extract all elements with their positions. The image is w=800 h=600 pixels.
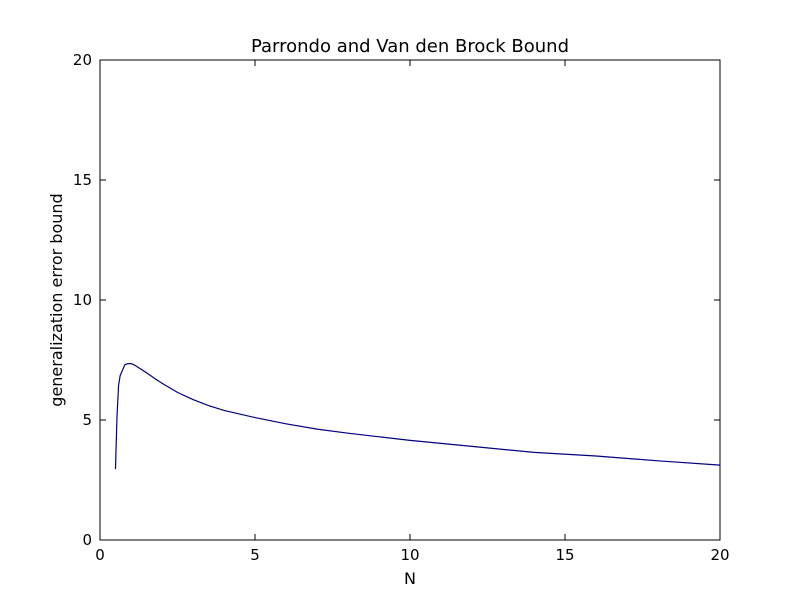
x-tick-label: 10 (400, 546, 419, 564)
y-tick-label: 20 (73, 51, 92, 69)
y-axis-title: generalization error bound (47, 193, 66, 406)
y-tick-label: 5 (82, 411, 92, 429)
x-tick-label: 0 (95, 546, 105, 564)
plot-frame (99, 59, 721, 541)
y-tick-label: 10 (73, 291, 92, 309)
y-tick-label: 15 (73, 171, 92, 189)
y-tick-label: 0 (82, 531, 92, 549)
x-tick-label: 5 (250, 546, 260, 564)
chart-title: Parrondo and Van den Brock Bound (251, 36, 569, 57)
series-line (114, 363, 721, 470)
x-tick-label: 20 (710, 546, 729, 564)
x-axis-title: N (404, 569, 416, 588)
x-tick-label: 15 (555, 546, 574, 564)
